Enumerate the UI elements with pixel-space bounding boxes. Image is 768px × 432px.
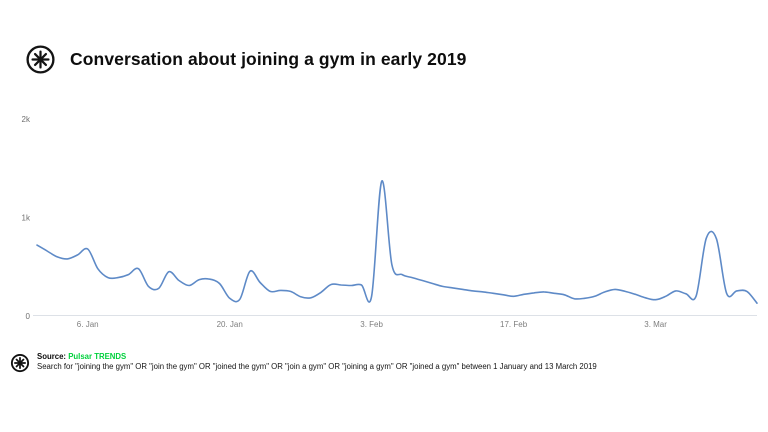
source-label: Source: [37,352,67,361]
page-title: Conversation about joining a gym in earl… [70,49,467,69]
report-header: Conversation about joining a gym in earl… [25,44,467,75]
x-tick-label: 17. Feb [500,320,528,329]
x-tick-label: 3. Feb [360,320,383,329]
y-tick-label: 0 [26,312,31,321]
search-query-text: Search for "joining the gym" OR "join th… [37,361,597,371]
y-tick-label: 2k [22,115,31,124]
x-tick-label: 6. Jan [77,320,99,329]
y-tick-label: 1k [22,213,31,222]
trend-line-series [36,180,758,304]
source-footer: Source: Pulsar TRENDS Search for "joinin… [10,352,597,373]
pulsar-logo-small-icon [10,353,30,373]
x-tick-label: 20. Jan [217,320,243,329]
pulsar-logo-icon [26,45,55,74]
source-name-link[interactable]: Pulsar TRENDS [68,352,127,361]
source-line: Source: Pulsar TRENDS [37,352,597,362]
x-tick-label: 3. Mar [644,320,667,329]
